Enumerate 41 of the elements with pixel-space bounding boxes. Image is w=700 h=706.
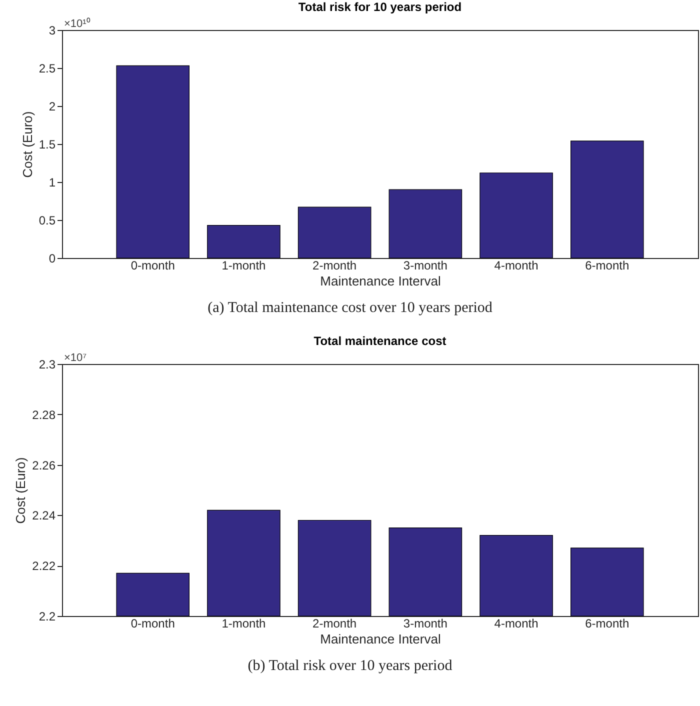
text: ×10¹⁰: [64, 17, 90, 30]
text: (a) Total maintenance cost over 10 years period: [206, 300, 494, 318]
text: (b) Total risk over 10 years period: [246, 658, 454, 676]
chart-title: Total maintenance cost: [314, 334, 446, 348]
x-tick-label: 0-month: [130, 258, 175, 272]
bar: [388, 189, 462, 258]
y-tick-label: 1.5: [38, 138, 56, 152]
y-tick-label: 2.22: [32, 559, 56, 574]
y-tick-label: 3: [48, 24, 56, 38]
x-tick-label: 1-month: [222, 616, 266, 630]
y-tick-label: 2.26: [32, 458, 56, 472]
y-tick-label: 2.28: [32, 408, 56, 422]
y-tick-label: 2.5: [38, 62, 56, 76]
x-tick-label: 0-month: [130, 616, 175, 630]
bar: [480, 172, 553, 258]
x-tick-label: 1-month: [222, 258, 266, 272]
bar: [298, 206, 372, 258]
y-tick-label: 1: [48, 176, 56, 190]
bar: [116, 65, 190, 258]
x-axis-title: Maintenance Interval: [320, 274, 441, 288]
y-tick-label: 2: [48, 100, 56, 114]
y-tick-label: 0.5: [38, 214, 56, 228]
x-tick-label: 4-month: [494, 616, 538, 630]
x-axis-title: Maintenance Interval: [320, 632, 441, 646]
y-tick-label: 0: [48, 252, 56, 266]
bar: [570, 140, 644, 258]
x-tick-label: 3-month: [403, 616, 448, 630]
y-axis-title: Cost (Euro): [13, 457, 28, 524]
text: ×10⁷: [64, 352, 87, 364]
y-tick-label: 2.2: [38, 610, 56, 624]
x-tick-label: 6-month: [585, 258, 630, 272]
x-tick-label: 2-month: [312, 258, 357, 272]
x-tick-label: 6-month: [585, 616, 630, 630]
x-tick-label: 4-month: [494, 258, 538, 272]
x-tick-label: 3-month: [403, 258, 448, 272]
y-axis-title: Cost (Euro): [20, 111, 35, 178]
bar: [207, 225, 280, 258]
chart-title: Total risk for 10 years period: [298, 0, 462, 14]
y-tick-label: 2.24: [32, 508, 56, 523]
y-tick-label: 2.3: [38, 358, 56, 372]
x-tick-label: 2-month: [312, 616, 357, 630]
